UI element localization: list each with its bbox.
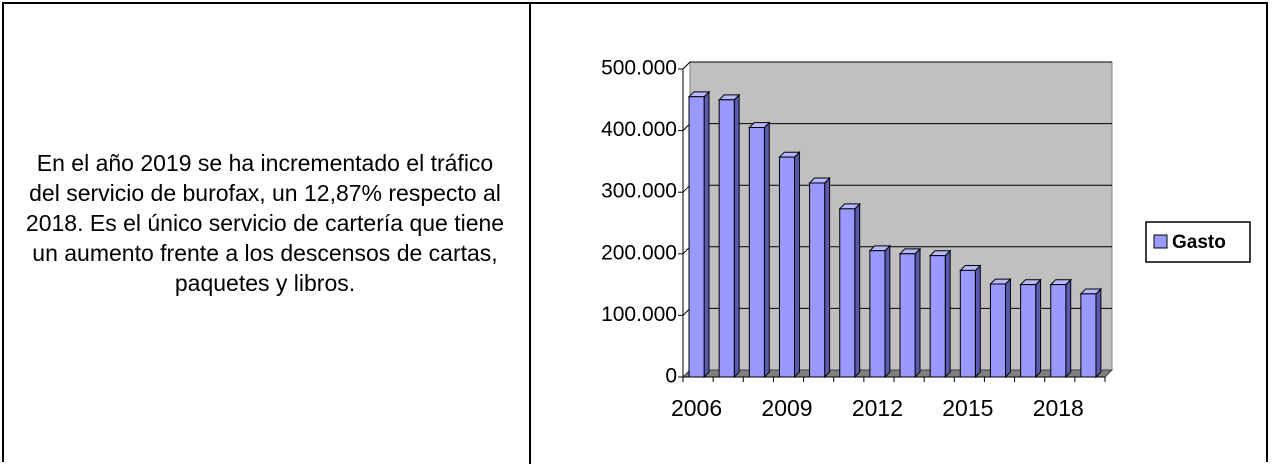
- bar-side: [703, 90, 710, 379]
- bar: [778, 156, 796, 378]
- x-tick-label: 2015: [942, 395, 993, 421]
- bar: [809, 182, 826, 378]
- y-tick-label: 0: [665, 365, 677, 388]
- y-tick-label: 300.000: [601, 180, 677, 203]
- bar-side: [1005, 277, 1011, 379]
- x-tick-label: 2006: [671, 395, 722, 421]
- plot-floor: [681, 369, 1114, 378]
- bar: [839, 208, 856, 378]
- cell-divider: [529, 4, 531, 464]
- bar-side: [824, 176, 831, 379]
- y-tick-label: 500.000: [601, 57, 677, 80]
- y-tick-label: 400.000: [601, 118, 677, 141]
- bar: [1050, 284, 1067, 378]
- bar-side: [1065, 278, 1072, 379]
- bar-side: [944, 249, 951, 379]
- bar: [959, 269, 976, 378]
- bar-side: [1035, 278, 1042, 379]
- bar-side: [763, 121, 770, 379]
- legend-label: Gasto: [1172, 232, 1226, 253]
- bar: [748, 127, 765, 378]
- bar: [929, 255, 946, 378]
- bar: [688, 96, 705, 378]
- bar: [1080, 293, 1097, 378]
- x-tick-label: 2012: [852, 395, 903, 421]
- legend-swatch: [1153, 234, 1168, 249]
- bar: [718, 99, 735, 378]
- bar-side: [974, 264, 981, 379]
- paragraph: En el año 2019 se ha incrementado el trá…: [25, 150, 505, 296]
- x-tick-label: 2018: [1033, 395, 1084, 421]
- bar-side: [854, 202, 861, 379]
- grid-line: [682, 61, 1112, 70]
- bar-side: [884, 244, 891, 379]
- bar-side: [794, 150, 800, 379]
- bar-side: [1095, 287, 1102, 379]
- bar: [899, 253, 916, 378]
- bar: [989, 283, 1007, 378]
- bar: [1020, 284, 1037, 378]
- y-tick-label: 100.000: [601, 303, 677, 326]
- bar: [869, 250, 886, 378]
- y-tick-label: 200.000: [601, 241, 677, 264]
- x-tick-label: 2009: [761, 395, 812, 421]
- bar-side: [733, 93, 740, 379]
- bar-side: [914, 247, 921, 379]
